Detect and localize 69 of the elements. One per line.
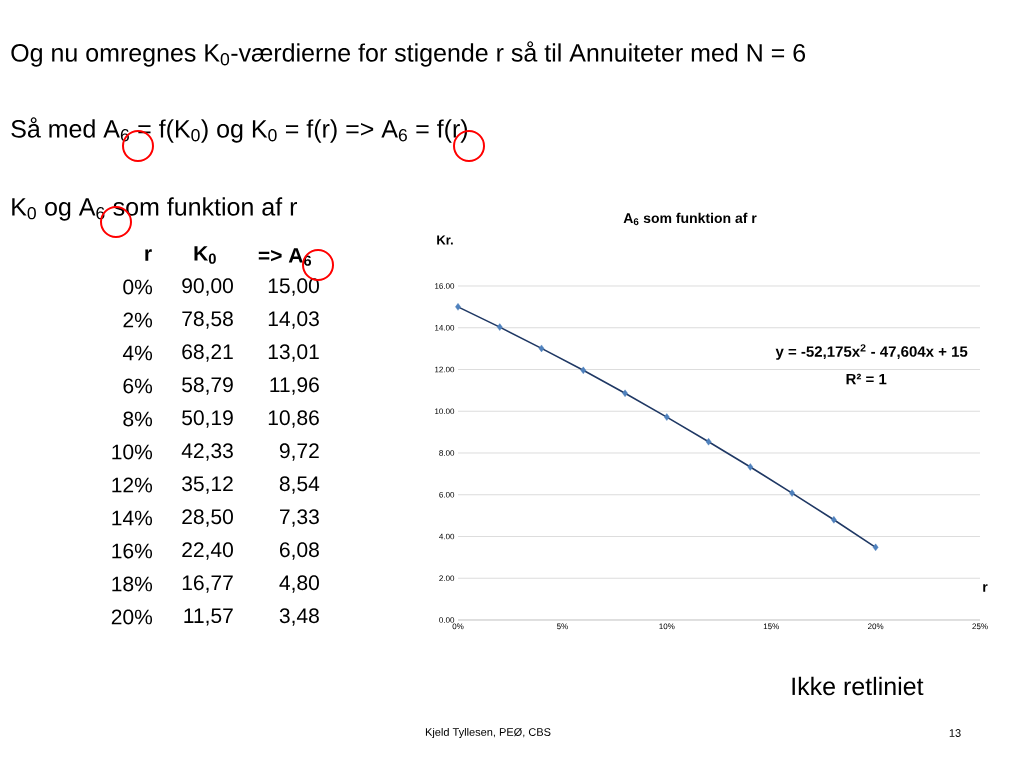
y-tick-label: 14.00 — [435, 324, 455, 331]
y-tick-label: 10.00 — [435, 408, 455, 415]
text: 6,08 — [280, 542, 319, 560]
y-tick-label: 16.00 — [435, 283, 455, 289]
text: 6% — [123, 378, 153, 394]
text: 0% — [123, 279, 153, 295]
text: Og nu omregnes K$_{0}$-værdierne for stigende r så til Annuiteter med N = 6 — [11, 41, 806, 67]
y-tick-label: 6.00 — [439, 491, 455, 498]
x-tick-label: 15% — [763, 623, 779, 630]
text: 2% — [123, 312, 153, 328]
text: 11,57 — [184, 608, 233, 626]
point — [455, 303, 461, 311]
text: 22,40 — [182, 542, 233, 560]
text: 13 — [949, 729, 961, 737]
text: 90,00 — [182, 278, 233, 296]
point — [872, 543, 879, 552]
text: 78,58 — [182, 311, 233, 329]
point — [496, 323, 503, 331]
y-tick-label: 8.00 — [439, 450, 455, 456]
text: 8,54 — [279, 476, 320, 494]
text: 16% — [112, 543, 153, 559]
text: 42,33 — [181, 443, 233, 461]
text: r — [145, 249, 152, 261]
text: 58,79 — [182, 377, 233, 395]
y-tick-label: 12.00 — [435, 366, 455, 373]
point — [747, 463, 754, 471]
text: 14,03 — [268, 311, 319, 329]
text: 50,19 — [182, 410, 233, 428]
text: 35,12 — [182, 476, 233, 494]
point — [705, 438, 712, 446]
text: 13,01 — [268, 344, 319, 362]
text: 12% — [112, 477, 153, 493]
point — [789, 489, 795, 497]
text: 7,33 — [280, 509, 319, 527]
text: 11,96 — [270, 377, 319, 395]
point — [622, 389, 628, 397]
annotation: R² = 1 — [846, 373, 887, 385]
text: 8% — [123, 411, 153, 427]
point — [663, 413, 670, 421]
y-tick-label: 4.00 — [439, 533, 455, 540]
text: 4% — [122, 345, 153, 361]
x-axis-title: r — [983, 584, 988, 592]
point — [831, 516, 837, 524]
y-tick-label: 0.00 — [439, 617, 455, 623]
text: 4,80 — [279, 575, 319, 593]
text: 14% — [112, 510, 153, 526]
text: Kjeld Tyllesen, PEØ, CBS — [425, 727, 551, 739]
point — [580, 366, 587, 375]
text: 3,48 — [279, 608, 319, 626]
text: 9,72 — [279, 443, 319, 461]
x-tick-label: 10% — [659, 623, 675, 630]
x-tick-label: 20% — [868, 623, 884, 630]
x-tick-label: 5% — [556, 623, 568, 630]
text: 15,00 — [268, 278, 319, 296]
text: 16,77 — [182, 575, 233, 593]
point — [538, 344, 545, 353]
annotation: y = -52,175x$^{2}$ - 47,604x + 15 — [775, 344, 968, 360]
text: 28,50 — [182, 509, 233, 527]
text: 18% — [112, 576, 153, 592]
x-tick-label: 25% — [972, 623, 988, 630]
text: 10,86 — [268, 410, 319, 428]
text: K$_{0}$ — [194, 246, 216, 264]
text: 10% — [112, 444, 153, 460]
y-tick-label: 2.00 — [439, 575, 455, 582]
chart-title: A$_{6}$ som funktion af r — [623, 212, 757, 226]
x-tick-label: 0% — [452, 623, 464, 630]
text: 68,21 — [182, 344, 233, 362]
text: Ikke retliniet — [792, 676, 924, 696]
y-axis-title: Kr. — [437, 235, 453, 245]
